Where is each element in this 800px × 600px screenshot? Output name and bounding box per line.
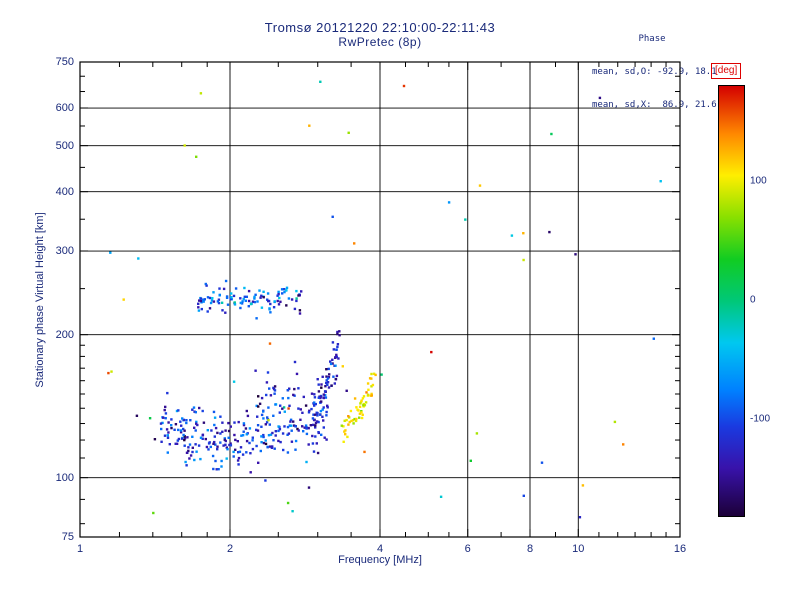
y-tick-label: 750 [55,56,74,68]
colorbar-tick-label: 0 [750,294,756,306]
colorbar-tick-label: 100 [750,175,767,187]
scatter-points [107,80,662,519]
x-axis-label: Frequency [MHz] [338,554,422,566]
phase-stats-header: Phase [638,34,666,44]
x-tick-label: 2 [226,543,234,555]
phase-stats-o-line: mean, sd,O: -92.9, 18.1 [592,67,717,77]
y-tick-label: 300 [55,245,74,258]
phase-stats-x-line: mean, sd,X: 86.9, 21.6 [592,100,717,110]
y-tick-label: 75 [61,531,74,543]
colorbar-tick-label: -100 [750,413,771,425]
plot-subtitle: RwPretec (8p) [338,35,422,49]
x-tick-label: 16 [673,543,687,555]
y-tick-label: 500 [55,139,74,152]
y-tick-label: 200 [55,328,74,341]
x-tick-label: 6 [464,543,471,555]
x-tick-label: 10 [572,543,585,555]
x-tick-label: 8 [526,543,534,555]
x-tick-label: 1 [76,543,84,555]
y-tick-label: 600 [55,102,74,115]
colorbar-unit-label: [deg] [711,63,742,79]
plot-title: Tromsø 20121220 22:10:00-22:11:43 [264,20,496,35]
colorbar-gradient [718,85,745,517]
phase-stats: Phase mean, sd,O: -92.9, 18.1 mean, sd,X… [592,12,732,133]
y-tick-label: 100 [55,471,74,484]
y-tick-label: 400 [55,185,74,198]
x-tick-label: 4 [376,543,384,555]
